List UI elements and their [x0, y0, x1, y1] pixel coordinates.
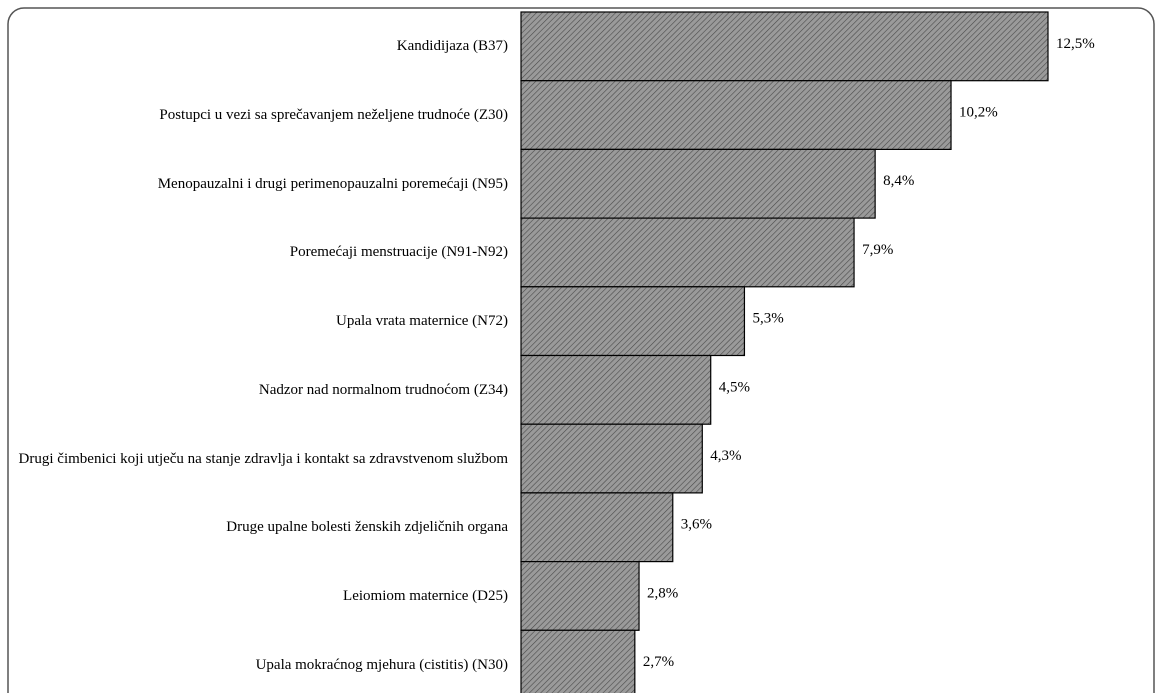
category-label: Postupci u vezi sa sprečavanjem neželjen… — [159, 107, 508, 124]
value-label: 8,4% — [883, 173, 914, 189]
bar — [520, 80, 952, 150]
category-label-box: Upala mokraćnog mjehura (cistitis) (N30) — [8, 630, 508, 699]
category-label: Drugi čimbenici koji utječu na stanje zd… — [18, 450, 508, 467]
frame — [7, 7, 1155, 693]
category-label: Upala vrata maternice (N72) — [336, 313, 508, 330]
value-label: 2,8% — [647, 585, 678, 601]
category-label-box: Postupci u vezi sa sprečavanjem neželjen… — [8, 81, 508, 150]
category-label-box: Upala vrata maternice (N72) — [8, 287, 508, 356]
value-label: 10,2% — [959, 104, 998, 120]
category-label-box: Menopauzalni i drugi perimenopauzalni po… — [8, 149, 508, 218]
category-label-box: Druge upalne bolesti ženskih zdjeličnih … — [8, 493, 508, 562]
bar — [520, 286, 746, 357]
bar — [520, 354, 712, 425]
value-label: 4,5% — [719, 379, 750, 395]
category-label: Kandidijaza (B37) — [396, 38, 508, 55]
bar — [520, 492, 674, 563]
category-label-box: Drugi čimbenici koji utječu na stanje zd… — [8, 424, 508, 493]
category-label-box: Kandidijaza (B37) — [8, 12, 508, 81]
category-label: Upala mokraćnog mjehura (cistitis) (N30) — [255, 656, 508, 673]
category-label: Menopauzalni i drugi perimenopauzalni po… — [157, 175, 508, 192]
category-label: Leiomiom maternice (D25) — [343, 587, 508, 604]
bar — [520, 423, 703, 494]
bar — [520, 629, 636, 693]
value-label: 4,3% — [710, 448, 741, 464]
bar — [520, 560, 640, 631]
value-label: 7,9% — [862, 242, 893, 258]
category-label: Poremećaji menstruacije (N91-N92) — [289, 244, 508, 261]
category-label-box: Leiomiom maternice (D25) — [8, 562, 508, 631]
category-label-box: Poremećaji menstruacije (N91-N92) — [8, 218, 508, 287]
value-label: 5,3% — [752, 311, 783, 327]
value-label: 12,5% — [1056, 36, 1095, 52]
bar — [520, 11, 1049, 82]
bar — [520, 148, 876, 219]
category-label: Nadzor nad normalnom trudnoćom (Z34) — [258, 381, 508, 398]
value-label: 2,7% — [643, 654, 674, 670]
bar — [520, 217, 855, 288]
category-label: Druge upalne bolesti ženskih zdjeličnih … — [226, 519, 508, 536]
category-label-box: Nadzor nad normalnom trudnoćom (Z34) — [8, 356, 508, 425]
value-label: 3,6% — [681, 517, 712, 533]
